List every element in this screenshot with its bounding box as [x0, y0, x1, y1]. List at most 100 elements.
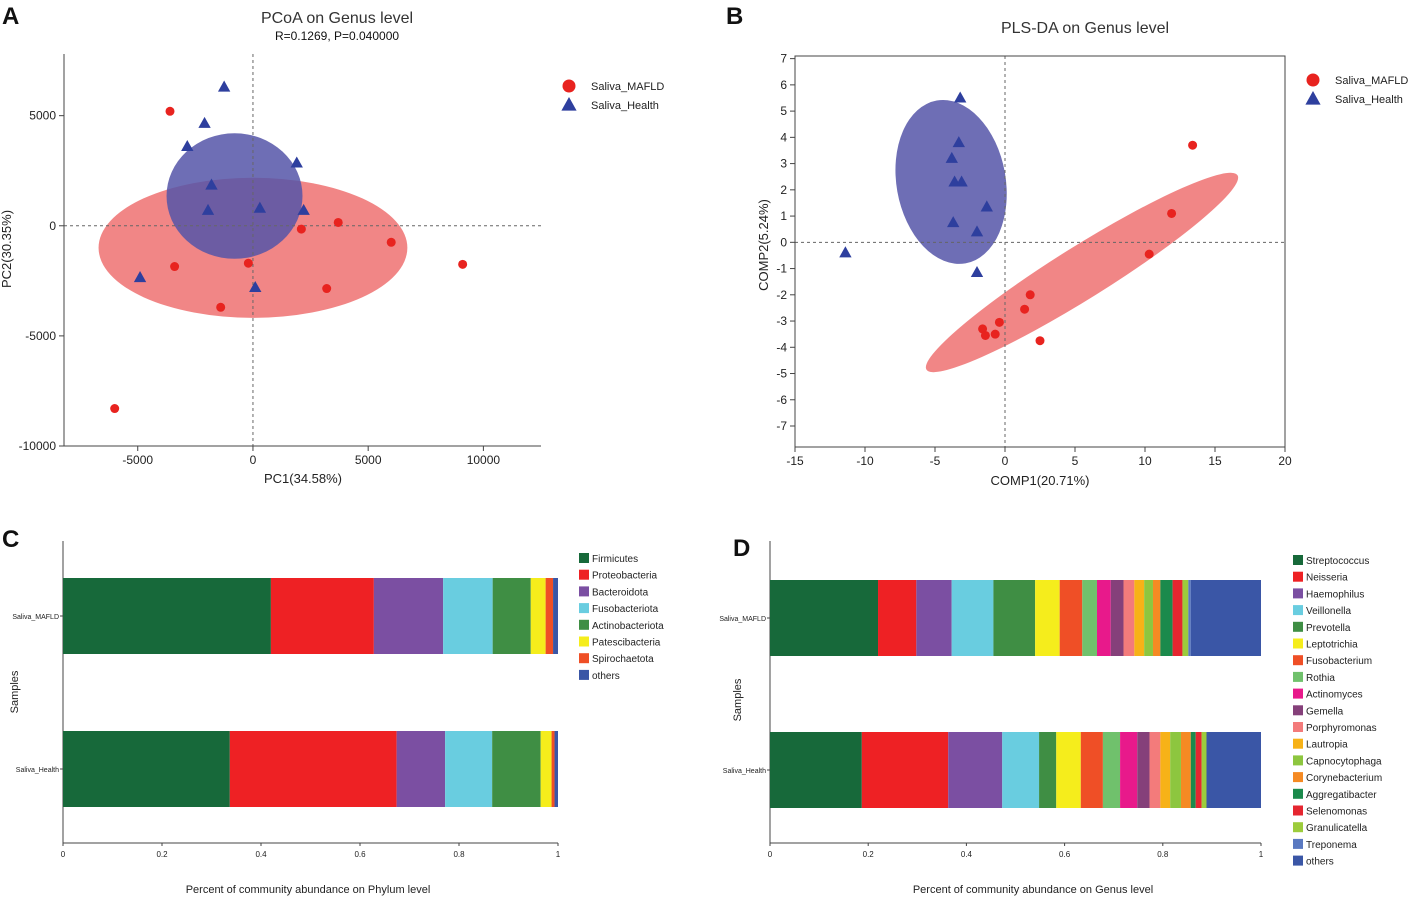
- bar-segment-aggregatibacter: [1160, 580, 1173, 656]
- chart-d-ylabel: Samples: [732, 678, 744, 721]
- chart-d-plot: 0 0.2 0.4 0.6 0.8 1 Saliva_MAFLD Saliva_Health S…: [719, 541, 1382, 868]
- bar-segment-gemella: [1110, 580, 1124, 656]
- x-tick-label: 10: [1138, 454, 1152, 468]
- y-tick-label: 3: [780, 157, 787, 171]
- bar-segment-capnocytophaga: [1144, 580, 1153, 656]
- point-saliva-health: [181, 139, 194, 152]
- bar-segment-granulicatella: [1182, 580, 1189, 656]
- legend-marker-saliva-health: [1305, 91, 1321, 105]
- panel-label-a: A: [2, 3, 19, 30]
- point-saliva-health: [955, 175, 968, 187]
- point-saliva-mafld: [170, 262, 180, 272]
- y-tick-label: 6: [780, 78, 787, 92]
- bar-segment-proteobacteria: [229, 731, 397, 807]
- bar-segment-actinobacteriota: [492, 578, 531, 654]
- chart-b-xlabel: COMP1(20.71%): [991, 473, 1090, 488]
- bar-segment-rothia: [1102, 732, 1121, 808]
- y-tick-label: -6: [776, 393, 787, 407]
- point-saliva-health: [970, 265, 984, 278]
- point-saliva-mafld: [1025, 290, 1035, 300]
- chart-a-plot: -5000 0 5000 10000 5000 0 -5000 -10000 Saliva_MA…: [19, 54, 664, 467]
- point-saliva-health: [205, 178, 218, 190]
- bar-segment-bacteroidota: [373, 578, 444, 654]
- legend-swatch-proteobacteria: [579, 569, 589, 580]
- legend-swatch-actinomyces: [1293, 688, 1303, 699]
- legend-label: Fusobacteriota: [592, 604, 659, 615]
- legend-label: Granulicatella: [1306, 823, 1368, 834]
- bar-segment-lautropia: [1160, 732, 1171, 808]
- chart-c-plot: 0 0.2 0.4 0.6 0.8 1 Saliva_MAFLD Saliva_Health F…: [12, 541, 664, 859]
- point-saliva-health: [297, 203, 310, 215]
- point-saliva-mafld: [980, 330, 990, 340]
- point-saliva-mafld: [1144, 249, 1154, 259]
- bar-segment-patescibacteria: [540, 731, 552, 807]
- legend-marker-saliva-health: [561, 97, 577, 111]
- legend-label: Saliva_MAFLD: [1335, 75, 1408, 87]
- bar-segment-selenomonas: [1172, 580, 1183, 656]
- y-tick-label: -3: [776, 314, 787, 328]
- x-tick-label: 10000: [467, 453, 501, 467]
- category-label: Saliva_MAFLD: [719, 616, 766, 623]
- bar-segment-lautropia: [1134, 580, 1145, 656]
- point-saliva-mafld: [243, 258, 253, 268]
- legend-label: Bacteroidota: [592, 587, 649, 598]
- bar-segment-actinomyces: [1120, 732, 1138, 808]
- bar-segment-neisseria: [878, 580, 917, 656]
- legend-label: Patescibacteria: [592, 638, 661, 649]
- legend-swatch-haemophilus: [1293, 588, 1303, 599]
- bar-segment-fusobacterium: [1080, 732, 1103, 808]
- x-tick-label: 0.8: [1157, 850, 1169, 859]
- x-tick-label: 0.6: [1059, 850, 1071, 859]
- legend-label: Selenomonas: [1306, 807, 1367, 818]
- legend-label: Prevotella: [1306, 623, 1351, 634]
- point-saliva-mafld: [386, 237, 396, 247]
- chart-a-subtitle: R=0.1269, P=0.040000: [275, 29, 399, 43]
- point-saliva-health: [954, 91, 967, 103]
- bar-segment-veillonella: [951, 580, 994, 656]
- bar-segment-prevotella: [993, 580, 1036, 656]
- y-tick-label: 0: [49, 219, 56, 233]
- bar-segment-porphyromonas: [1123, 580, 1135, 656]
- x-tick-label: -5000: [122, 453, 153, 467]
- legend-swatch-fusobacterium: [1293, 655, 1303, 666]
- y-tick-label: 0: [780, 235, 787, 249]
- chart-a-xlabel: PC1(34.58%): [264, 471, 342, 486]
- point-saliva-mafld: [994, 317, 1004, 327]
- point-saliva-mafld: [990, 329, 1000, 339]
- point-saliva-health: [970, 225, 984, 237]
- y-tick-label: -7: [776, 419, 787, 433]
- x-tick-label: -5: [930, 454, 941, 468]
- legend-label: Actinobacteriota: [592, 621, 664, 632]
- ellipse-saliva-health: [166, 133, 303, 259]
- legend-label: Saliva_MAFLD: [591, 81, 664, 93]
- legend-swatch-veillonella: [1293, 605, 1303, 616]
- x-tick-label: -15: [786, 454, 804, 468]
- legend-swatch-gemella: [1293, 705, 1303, 716]
- point-saliva-health: [253, 201, 267, 213]
- legend-swatch-capnocytophaga: [1293, 755, 1303, 766]
- legend-swatch-treponema: [1293, 838, 1303, 849]
- bar-segment-leptotrichia: [1056, 732, 1081, 808]
- legend-label: Streptococcus: [1306, 556, 1369, 567]
- legend-label: Spirochaetota: [592, 654, 654, 665]
- bar-segment-capnocytophaga: [1170, 732, 1181, 808]
- bar-segment-haemophilus: [948, 732, 1003, 808]
- category-label: Saliva_MAFLD: [12, 614, 59, 621]
- point-saliva-health: [952, 136, 965, 148]
- bar-segment-gemella: [1137, 732, 1150, 808]
- point-saliva-health: [947, 216, 960, 228]
- x-tick-label: 15: [1208, 454, 1222, 468]
- y-tick-label: -10000: [19, 439, 57, 453]
- legend-swatch-lautropia: [1293, 738, 1303, 749]
- x-tick-label: 1: [1259, 850, 1264, 859]
- y-tick-label: -2: [776, 288, 787, 302]
- chart-d-xlabel: Percent of community abundance on Genus …: [913, 884, 1153, 896]
- chart-c-xlabel: Percent of community abundance on Phylum…: [186, 884, 431, 896]
- y-tick-label: -4: [776, 340, 787, 354]
- legend-label: Corynebacterium: [1306, 773, 1382, 784]
- bar-segment-others: [1206, 732, 1261, 808]
- bar-segment-granulicatella: [1201, 732, 1207, 808]
- legend-swatch-leptotrichia: [1293, 638, 1303, 649]
- x-tick-label: 0.8: [453, 850, 465, 859]
- x-tick-label: 0.6: [354, 850, 366, 859]
